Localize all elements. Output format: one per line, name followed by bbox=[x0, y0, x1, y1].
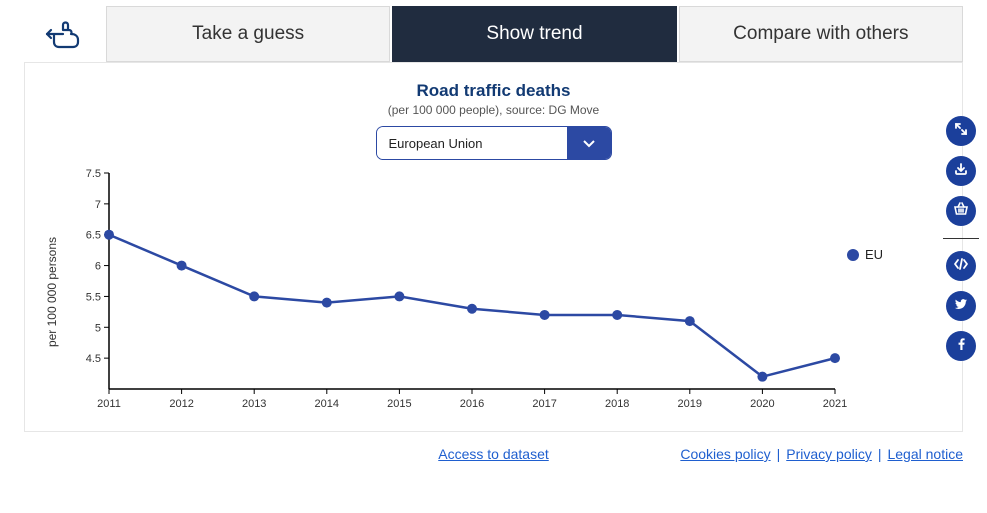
svg-text:2015: 2015 bbox=[387, 398, 411, 410]
svg-text:2018: 2018 bbox=[605, 398, 629, 410]
basket-icon bbox=[953, 201, 969, 222]
facebook-button[interactable] bbox=[946, 331, 976, 361]
chart-area: per 100 000 persons 4.5 5 5.5 6 6.5 7 7.5 2011 2… bbox=[45, 167, 942, 417]
twitter-button[interactable] bbox=[946, 291, 976, 321]
side-toolbar bbox=[943, 116, 979, 361]
region-selector-value: European Union bbox=[377, 127, 567, 159]
svg-text:4.5: 4.5 bbox=[86, 353, 101, 365]
yaxis-label: per 100 000 persons bbox=[45, 237, 59, 347]
privacy-link[interactable]: Privacy policy bbox=[786, 446, 872, 462]
code-icon bbox=[953, 256, 969, 277]
region-selector-button[interactable] bbox=[567, 127, 611, 159]
twitter-icon bbox=[953, 296, 969, 317]
tab-compare[interactable]: Compare with others bbox=[679, 6, 963, 62]
footer: Access to dataset Cookies policy | Priva… bbox=[24, 446, 963, 462]
facebook-icon bbox=[953, 336, 969, 357]
svg-text:6: 6 bbox=[95, 261, 101, 273]
svg-text:7: 7 bbox=[95, 199, 101, 211]
separator: | bbox=[777, 446, 781, 462]
embed-button[interactable] bbox=[946, 251, 976, 281]
line-chart: 4.5 5 5.5 6 6.5 7 7.5 2011 2012 2013 2014 2015 2016 2… bbox=[67, 167, 847, 417]
svg-text:2016: 2016 bbox=[460, 398, 484, 410]
svg-text:2011: 2011 bbox=[97, 398, 121, 410]
chart-subtitle: (per 100 000 people), source: DG Move bbox=[45, 103, 942, 117]
tab-guess-label: Take a guess bbox=[192, 23, 304, 45]
pointing-hand-icon bbox=[43, 18, 85, 50]
svg-text:2014: 2014 bbox=[315, 398, 339, 410]
svg-text:2019: 2019 bbox=[678, 398, 702, 410]
download-image-button[interactable] bbox=[946, 156, 976, 186]
cookies-link[interactable]: Cookies policy bbox=[680, 446, 770, 462]
chart-header: Road traffic deaths (per 100 000 people)… bbox=[45, 81, 942, 117]
svg-text:6.5: 6.5 bbox=[86, 230, 101, 242]
tabs-row: Take a guess Show trend Compare with oth… bbox=[24, 6, 963, 62]
access-dataset-link[interactable]: Access to dataset bbox=[438, 446, 549, 462]
svg-text:5.5: 5.5 bbox=[86, 291, 101, 303]
chevron-down-icon bbox=[581, 135, 597, 151]
svg-text:2012: 2012 bbox=[169, 398, 193, 410]
tab-guess[interactable]: Take a guess bbox=[106, 6, 390, 62]
toolbar-separator bbox=[943, 238, 979, 239]
legend-item-eu: EU bbox=[847, 247, 883, 262]
footer-center: Access to dataset bbox=[438, 446, 549, 462]
download-icon bbox=[953, 161, 969, 182]
expand-button[interactable] bbox=[946, 116, 976, 146]
svg-text:2021: 2021 bbox=[823, 398, 847, 410]
legend: EU bbox=[847, 167, 907, 417]
legend-marker bbox=[847, 249, 859, 261]
footer-right: Cookies policy | Privacy policy | Legal … bbox=[680, 446, 963, 462]
region-selector-wrap: European Union bbox=[45, 127, 942, 159]
svg-text:7.5: 7.5 bbox=[86, 168, 101, 180]
chart-title: Road traffic deaths bbox=[45, 81, 942, 101]
yaxis-label-wrap: per 100 000 persons bbox=[45, 167, 67, 417]
download-data-button[interactable] bbox=[946, 196, 976, 226]
svg-text:5: 5 bbox=[95, 322, 101, 334]
legend-label: EU bbox=[865, 247, 883, 262]
tab-trend[interactable]: Show trend bbox=[392, 6, 676, 62]
legal-link[interactable]: Legal notice bbox=[887, 446, 963, 462]
chart-panel: Road traffic deaths (per 100 000 people)… bbox=[24, 62, 963, 432]
pointer-cell bbox=[24, 6, 104, 62]
tab-trend-label: Show trend bbox=[486, 23, 582, 45]
tab-compare-label: Compare with others bbox=[733, 23, 908, 45]
expand-icon bbox=[953, 121, 969, 142]
separator: | bbox=[878, 446, 882, 462]
svg-text:2013: 2013 bbox=[242, 398, 266, 410]
svg-text:2017: 2017 bbox=[532, 398, 556, 410]
region-selector[interactable]: European Union bbox=[377, 127, 611, 159]
svg-text:2020: 2020 bbox=[750, 398, 774, 410]
